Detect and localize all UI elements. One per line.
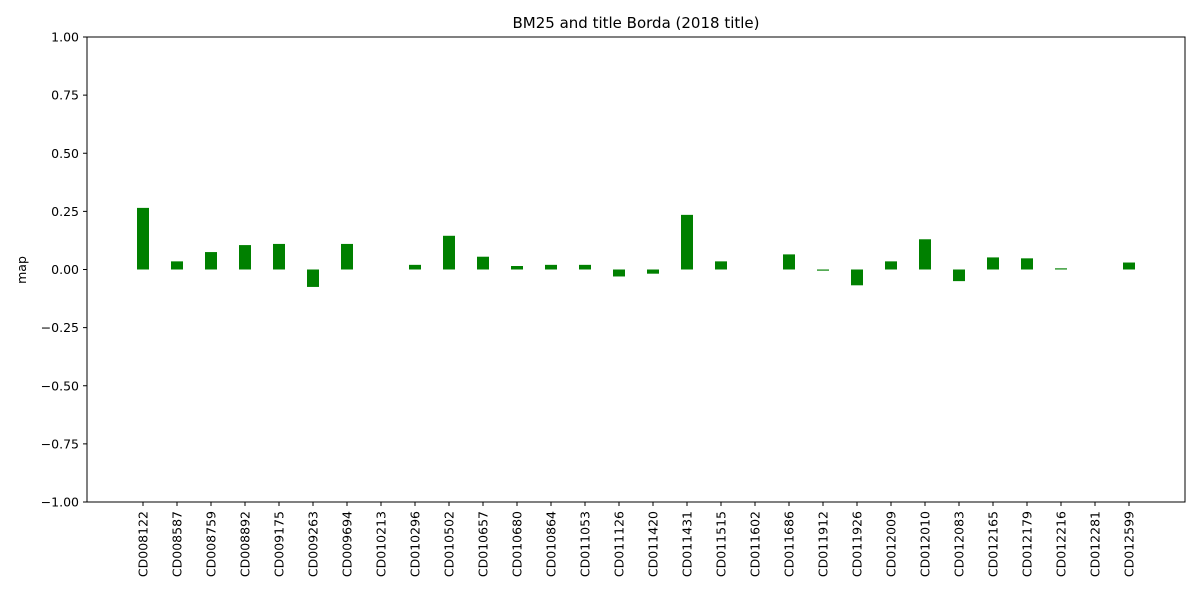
x-tick-label: CD009263	[306, 511, 321, 577]
x-tick-label: CD012599	[1122, 511, 1137, 577]
bars-group	[137, 207, 1135, 287]
y-tick-label: 1.00	[51, 30, 79, 45]
x-tick-label: CD012009	[884, 511, 899, 577]
x-tick-label: CD010680	[510, 511, 525, 577]
bar-CD010657	[477, 256, 489, 270]
x-tick-label: CD012281	[1088, 511, 1103, 577]
x-tick-label: CD011912	[816, 511, 831, 577]
x-tick-label: CD011515	[714, 511, 729, 577]
x-tick-label: CD011126	[612, 511, 627, 577]
y-ticks-group: 1.00 0.75 0.50 0.25 0.00 −0.25 −0.50 −0.75 −1.00	[41, 30, 87, 510]
x-tick-label: CD009175	[272, 511, 287, 577]
bar-CD011053	[579, 264, 591, 270]
x-tick-label: CD011420	[646, 511, 661, 577]
x-tick-label: CD009694	[340, 511, 355, 577]
y-tick-label: 0.00	[51, 262, 79, 277]
y-tick-label: −0.50	[41, 378, 79, 393]
plot-frame	[86, 36, 1186, 503]
x-tick-label: CD012010	[918, 511, 933, 577]
x-tick-label: CD008587	[170, 511, 185, 577]
bar-CD010296	[409, 264, 421, 270]
bar-CD011912	[817, 269, 829, 271]
bar-CD008892	[239, 245, 251, 270]
y-tick-label: 0.50	[51, 146, 79, 161]
y-tick-label: −0.75	[41, 436, 79, 451]
x-tick-label: CD012083	[952, 511, 967, 577]
bar-CD009263	[307, 269, 319, 287]
bar-CD008759	[205, 252, 217, 270]
bar-CD008122	[137, 207, 149, 270]
x-tick-label: CD012179	[1020, 511, 1035, 577]
bar-CD012165	[987, 257, 999, 270]
bar-CD011515	[715, 261, 727, 270]
chart-title: BM25 and title Borda (2018 title)	[513, 14, 760, 32]
bar-CD011126	[613, 269, 625, 277]
x-tick-label: CD011431	[680, 511, 695, 577]
y-tick-label: −1.00	[41, 495, 79, 510]
x-tick-label: CD010864	[544, 511, 559, 577]
x-ticks-group: CD008122 CD008587 CD008759 CD008892 CD009175…	[136, 502, 1137, 577]
x-tick-label: CD011686	[782, 511, 797, 577]
y-axis-label: map	[14, 256, 29, 284]
x-tick-label: CD008759	[204, 511, 219, 577]
bar-CD012010	[919, 239, 931, 270]
bar-CD008587	[171, 261, 183, 270]
x-tick-label: CD010296	[408, 511, 423, 577]
x-tick-label: CD012216	[1054, 511, 1069, 577]
bar-CD009694	[341, 243, 353, 270]
bar-CD009175	[273, 243, 285, 270]
bar-CD012599	[1123, 262, 1135, 270]
y-tick-label: 0.25	[51, 204, 79, 219]
x-tick-label: CD011602	[748, 511, 763, 577]
x-tick-label: CD008892	[238, 511, 253, 577]
bar-CD011420	[647, 269, 659, 274]
bar-CD010680	[511, 266, 523, 270]
bar-CD012083	[953, 269, 965, 282]
x-tick-label: CD010502	[442, 511, 457, 577]
x-tick-label: CD011926	[850, 511, 865, 577]
bar-CD012216	[1055, 268, 1067, 270]
x-tick-label: CD012165	[986, 511, 1001, 577]
bar-CD012179	[1021, 258, 1033, 270]
x-tick-label: CD010657	[476, 511, 491, 577]
bar-CD012009	[885, 261, 897, 270]
x-tick-label: CD011053	[578, 511, 593, 577]
bar-CD011926	[851, 269, 863, 286]
bar-CD011431	[681, 214, 693, 270]
bar-CD010502	[443, 235, 455, 270]
y-tick-label: −0.25	[41, 320, 79, 335]
bar-CD011686	[783, 254, 795, 270]
bar-CD010864	[545, 264, 557, 270]
y-tick-label: 0.75	[51, 88, 79, 103]
x-tick-label: CD010213	[374, 511, 389, 577]
x-tick-label: CD008122	[136, 511, 151, 577]
